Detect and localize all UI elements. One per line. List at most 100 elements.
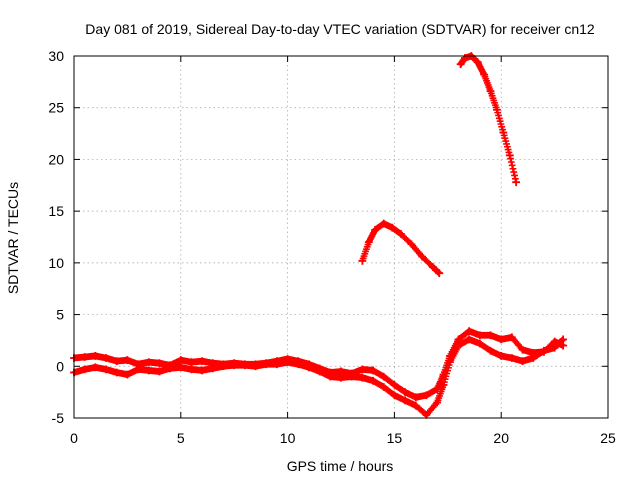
data-point: [155, 359, 164, 368]
data-point: [407, 240, 416, 249]
data-point: [294, 360, 303, 369]
data-point: [480, 70, 489, 79]
x-axis-tick-labels: 0 5 10 15 20 25: [70, 430, 616, 446]
data-point: [512, 178, 521, 187]
data-point: [80, 353, 89, 361]
data-point: [358, 365, 367, 374]
data-point: [369, 376, 377, 385]
data-point: [364, 238, 373, 247]
data-point: [123, 356, 132, 364]
data-point: [456, 60, 465, 69]
y-axis-tick-labels: -5 0 5 10 15 20 25 30: [48, 48, 64, 426]
data-point: [230, 361, 239, 370]
y-tick-label: 10: [48, 255, 64, 271]
data-point: [198, 366, 207, 375]
data-point: [390, 391, 399, 400]
data-point: [305, 363, 313, 372]
y-tick-label: 5: [56, 307, 64, 323]
data-point: [550, 343, 559, 352]
data-point: [411, 393, 420, 402]
x-tick-label: 15: [387, 430, 403, 446]
data-point: [540, 346, 548, 355]
data-point: [401, 396, 409, 405]
data-point: [497, 352, 506, 360]
data-point: [315, 367, 324, 376]
data-point: [439, 381, 448, 389]
data-point: [358, 373, 367, 382]
data-point: [465, 327, 474, 336]
data-point: [475, 339, 484, 348]
data-point: [388, 223, 397, 232]
data-point: [473, 58, 482, 67]
data-point: [475, 331, 484, 340]
plot-frame: [73, 55, 609, 419]
y-axis-title: SDTVAR / TECUs: [5, 182, 21, 294]
data-point: [283, 358, 292, 367]
data-point: [559, 335, 568, 344]
series-trace-c: [358, 219, 444, 278]
data-point: [326, 372, 335, 381]
data-point: [155, 367, 164, 376]
data-point: [529, 354, 538, 362]
data-point: [102, 365, 110, 374]
data-point: [499, 128, 508, 137]
data-point: [411, 401, 420, 410]
data-point: [418, 252, 427, 261]
data-point: [446, 358, 454, 367]
data-point: [187, 358, 196, 367]
data-point: [379, 383, 388, 391]
data-point: [102, 354, 110, 362]
y-tick-label: 20: [48, 151, 64, 167]
series-markers-trace-a: [70, 327, 567, 401]
data-point: [435, 269, 444, 278]
x-tick-label: 10: [280, 430, 296, 446]
data-point: [390, 381, 399, 389]
data-point: [112, 368, 121, 377]
data-point: [273, 360, 281, 369]
data-point: [176, 356, 185, 364]
data-point: [358, 256, 367, 265]
series-trace-b: [70, 335, 568, 419]
y-tick-label: 30: [48, 48, 64, 64]
data-point: [486, 331, 495, 340]
x-tick-label: 5: [177, 430, 185, 446]
data-point: [123, 370, 132, 379]
data-point: [198, 357, 207, 366]
x-axis-title: GPS time / hours: [287, 458, 394, 474]
data-point: [347, 372, 356, 381]
data-point: [112, 357, 121, 366]
y-tick-label: 15: [48, 203, 64, 219]
data-point: [486, 87, 495, 96]
data-point: [91, 352, 100, 360]
data-point: [507, 354, 516, 362]
y-tick-label: 0: [56, 358, 64, 374]
data-point: [493, 105, 501, 114]
data-point: [460, 54, 469, 62]
data-point: [401, 388, 409, 397]
data-point: [251, 362, 260, 371]
data-point: [465, 335, 474, 344]
data-point: [371, 225, 380, 234]
data-point: [396, 229, 405, 238]
data-point: [144, 366, 153, 375]
x-tick-label: 0: [70, 430, 78, 446]
data-point: [208, 364, 217, 373]
data-point: [166, 364, 175, 373]
data-point: [422, 391, 431, 400]
series-trace-a: [70, 327, 568, 402]
x-tick-label: 20: [493, 430, 509, 446]
data-point: [262, 360, 271, 369]
series-markers-trace-d: [457, 52, 520, 186]
data-point: [134, 365, 142, 374]
data-point: [518, 345, 527, 354]
series-layer: [70, 52, 568, 419]
data-point: [486, 346, 495, 355]
series-trace-d: [456, 52, 521, 187]
data-point: [454, 341, 463, 350]
data-point: [369, 366, 377, 375]
data-point: [497, 335, 506, 344]
data-point: [337, 373, 345, 382]
x-tick-label: 25: [600, 430, 616, 446]
data-point: [144, 358, 153, 367]
